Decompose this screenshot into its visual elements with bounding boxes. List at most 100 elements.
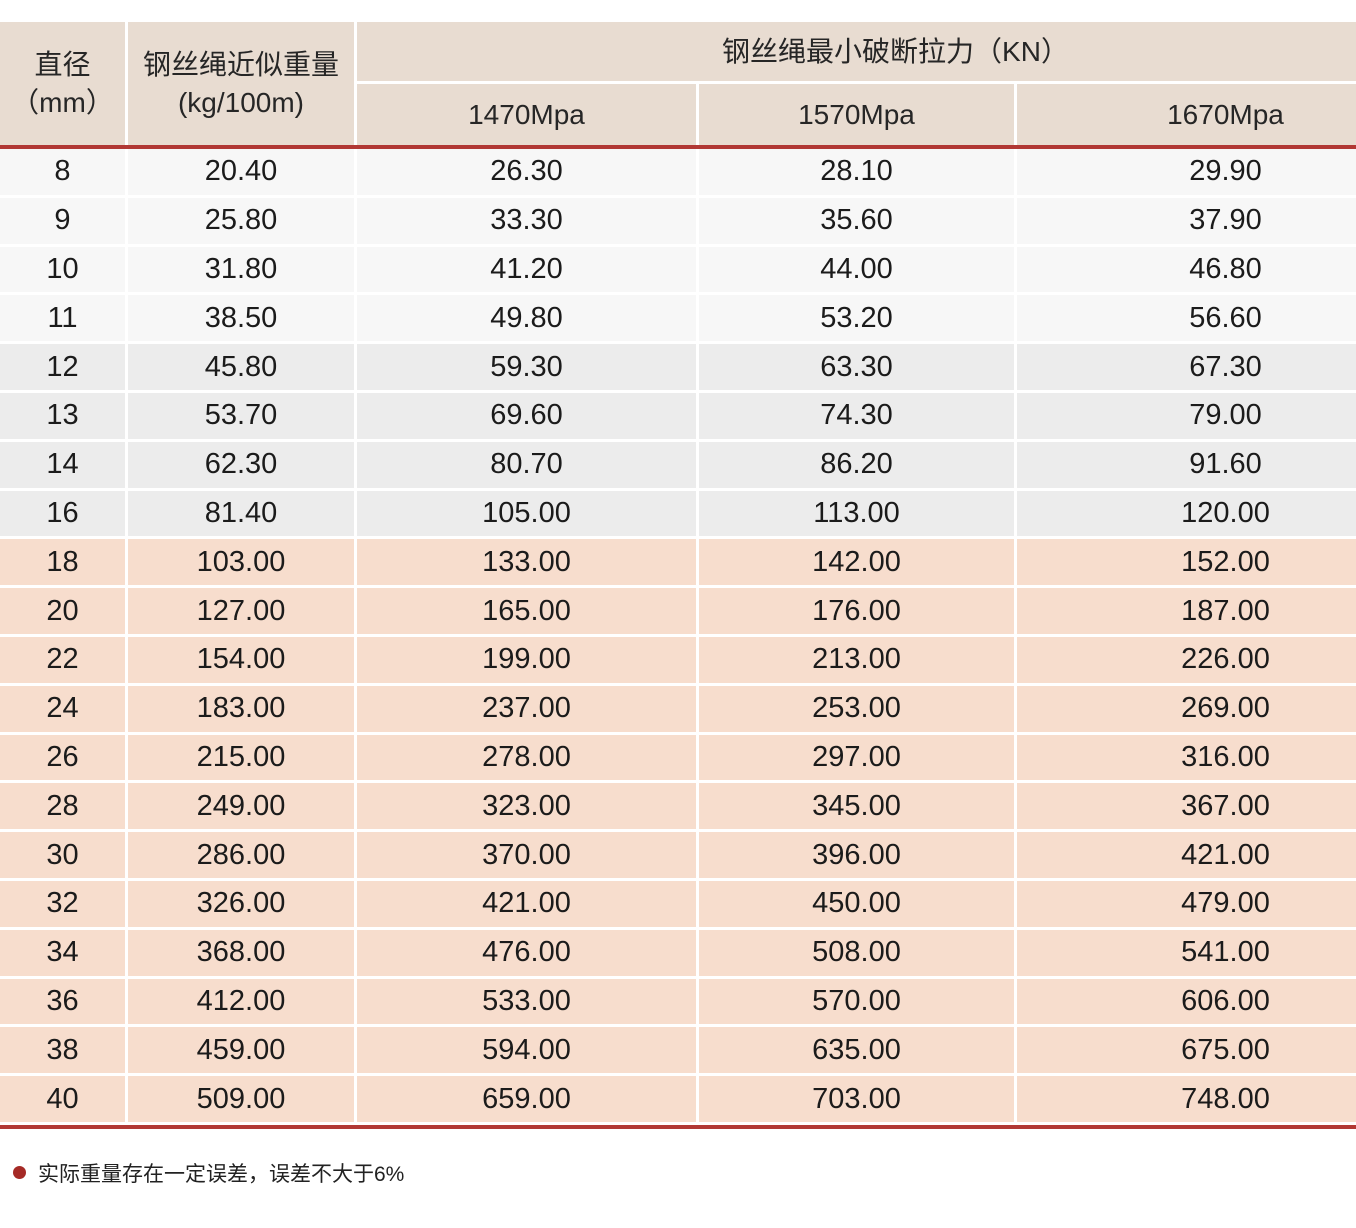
cell-weight: 25.80 [128, 197, 357, 244]
cell-diameter: 12 [0, 344, 128, 390]
cell-1670mpa: 67.30 [1017, 344, 1356, 390]
cell-1670mpa: 91.60 [1017, 441, 1356, 488]
header-diameter: 直径 （mm） [0, 22, 128, 145]
cell-weight: 38.50 [128, 295, 357, 342]
cell-diameter: 9 [0, 197, 128, 244]
cell-weight: 31.80 [128, 246, 357, 293]
table-row: 34 368.00 476.00 508.00 541.00 [0, 929, 1356, 979]
table-row: 13 53.70 69.60 74.30 79.00 [0, 392, 1356, 442]
cell-1670mpa: 46.80 [1017, 246, 1356, 293]
cell-diameter: 26 [0, 734, 128, 781]
table-row: 36 412.00 533.00 570.00 606.00 [0, 978, 1356, 1028]
cell-1470mpa: 199.00 [357, 636, 699, 683]
cell-weight: 368.00 [128, 929, 357, 976]
table-row: 38 459.00 594.00 635.00 675.00 [0, 1027, 1356, 1077]
cell-1470mpa: 476.00 [357, 929, 699, 976]
cell-1470mpa: 237.00 [357, 685, 699, 732]
cell-1570mpa: 74.30 [699, 392, 1017, 439]
cell-weight: 509.00 [128, 1076, 357, 1122]
table-row: 11 38.50 49.80 53.20 56.60 [0, 295, 1356, 345]
cell-1470mpa: 659.00 [357, 1076, 699, 1122]
table-row: 9 25.80 33.30 35.60 37.90 [0, 197, 1356, 247]
cell-1670mpa: 748.00 [1017, 1076, 1356, 1122]
cell-weight: 20.40 [128, 149, 357, 195]
cell-1570mpa: 44.00 [699, 246, 1017, 293]
cell-1470mpa: 370.00 [357, 832, 699, 878]
cell-1570mpa: 345.00 [699, 783, 1017, 830]
cell-1470mpa: 69.60 [357, 392, 699, 439]
cell-diameter: 24 [0, 685, 128, 732]
cell-diameter: 30 [0, 832, 128, 878]
cell-1570mpa: 703.00 [699, 1076, 1017, 1122]
cell-diameter: 36 [0, 978, 128, 1025]
table-row: 28 249.00 323.00 345.00 367.00 [0, 783, 1356, 833]
cell-diameter: 11 [0, 295, 128, 342]
table-row: 16 81.40 105.00 113.00 120.00 [0, 490, 1356, 540]
header-breaking-force: 钢丝绳最小破断拉力（KN） [357, 22, 1356, 84]
cell-1670mpa: 269.00 [1017, 685, 1356, 732]
table-row: 26 215.00 278.00 297.00 316.00 [0, 734, 1356, 784]
cell-1670mpa: 29.90 [1017, 149, 1356, 195]
cell-1570mpa: 508.00 [699, 929, 1017, 976]
header-weight-line1: 钢丝绳近似重量 [142, 48, 339, 80]
cell-weight: 249.00 [128, 783, 357, 830]
header-divider-line [0, 145, 1356, 149]
bottom-border-line [0, 1124, 1356, 1129]
header-grade-1570: 1570Mpa [699, 84, 1017, 145]
table-row: 22 154.00 199.00 213.00 226.00 [0, 636, 1356, 686]
cell-diameter: 40 [0, 1076, 128, 1122]
cell-1470mpa: 26.30 [357, 149, 699, 195]
cell-weight: 183.00 [128, 685, 357, 732]
table-row: 32 326.00 421.00 450.00 479.00 [0, 880, 1356, 930]
cell-1470mpa: 105.00 [357, 490, 699, 537]
cell-weight: 459.00 [128, 1027, 357, 1074]
cell-1470mpa: 165.00 [357, 588, 699, 634]
cell-weight: 286.00 [128, 832, 357, 878]
cell-1470mpa: 80.70 [357, 441, 699, 488]
cell-weight: 62.30 [128, 441, 357, 488]
cell-diameter: 18 [0, 539, 128, 586]
cell-1570mpa: 253.00 [699, 685, 1017, 732]
cell-diameter: 13 [0, 392, 128, 439]
header-grade-1470: 1470Mpa [357, 84, 699, 145]
cell-1570mpa: 35.60 [699, 197, 1017, 244]
cell-1570mpa: 635.00 [699, 1027, 1017, 1074]
cell-diameter: 8 [0, 149, 128, 195]
table-row: 12 45.80 59.30 63.30 67.30 [0, 344, 1356, 393]
table-row: 14 62.30 80.70 86.20 91.60 [0, 441, 1356, 491]
cell-1470mpa: 133.00 [357, 539, 699, 586]
cell-diameter: 20 [0, 588, 128, 634]
cell-1670mpa: 421.00 [1017, 832, 1356, 878]
cell-1570mpa: 113.00 [699, 490, 1017, 537]
table-header: 直径 （mm） 钢丝绳近似重量 (kg/100m) 钢丝绳最小破断拉力（KN） … [0, 22, 1356, 145]
cell-1570mpa: 570.00 [699, 978, 1017, 1025]
cell-1570mpa: 213.00 [699, 636, 1017, 683]
cell-1470mpa: 49.80 [357, 295, 699, 342]
bullet-icon [13, 1166, 26, 1180]
cell-1670mpa: 56.60 [1017, 295, 1356, 342]
table-row: 8 20.40 26.30 28.10 29.90 [0, 149, 1356, 198]
cell-diameter: 16 [0, 490, 128, 537]
cell-1670mpa: 606.00 [1017, 978, 1356, 1025]
cell-1670mpa: 120.00 [1017, 490, 1356, 537]
table-body: 8 20.40 26.30 28.10 29.90 9 25.80 33.30 35.60 37.… [0, 149, 1356, 1125]
cell-1670mpa: 367.00 [1017, 783, 1356, 830]
header-diameter-line2: （mm） [11, 86, 114, 118]
table-row: 30 286.00 370.00 396.00 421.00 [0, 832, 1356, 881]
header-diameter-line1: 直径 [34, 48, 91, 80]
cell-1570mpa: 450.00 [699, 880, 1017, 927]
cell-weight: 412.00 [128, 978, 357, 1025]
cell-weight: 81.40 [128, 490, 357, 537]
cell-1470mpa: 59.30 [357, 344, 699, 390]
cell-1670mpa: 541.00 [1017, 929, 1356, 976]
cell-1470mpa: 533.00 [357, 978, 699, 1025]
cell-1670mpa: 37.90 [1017, 197, 1356, 244]
cell-1670mpa: 316.00 [1017, 734, 1356, 781]
table-row: 40 509.00 659.00 703.00 748.00 [0, 1076, 1356, 1125]
cell-1570mpa: 86.20 [699, 441, 1017, 488]
header-weight: 钢丝绳近似重量 (kg/100m) [128, 22, 357, 145]
wire-rope-table: 直径 （mm） 钢丝绳近似重量 (kg/100m) 钢丝绳最小破断拉力（KN） … [0, 22, 1356, 1129]
cell-1570mpa: 63.30 [699, 344, 1017, 390]
cell-1670mpa: 79.00 [1017, 392, 1356, 439]
cell-1570mpa: 176.00 [699, 588, 1017, 634]
